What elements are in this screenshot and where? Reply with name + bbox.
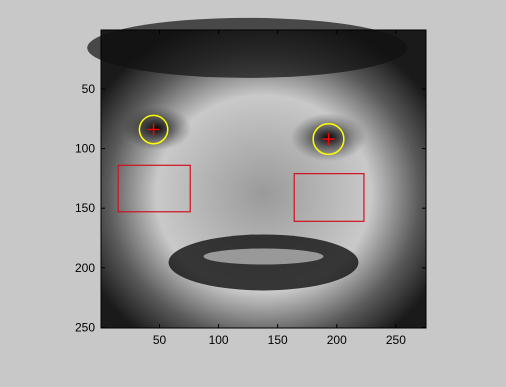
x-tick-label: 50 <box>153 333 167 347</box>
x-tick-label: 100 <box>209 333 229 347</box>
y-tick-label: 50 <box>82 82 96 96</box>
y-tick-label: 150 <box>75 201 95 215</box>
page: 5010015020025050100150200250 (() => { co… <box>0 0 506 387</box>
y-tick-label: 200 <box>75 261 95 275</box>
image-shade <box>204 248 324 264</box>
y-tick-label: 250 <box>75 320 95 334</box>
x-tick-label: 150 <box>268 333 288 347</box>
y-tick-label: 100 <box>75 142 95 156</box>
figure: 50 100 150 200 250 50 100 150 200 250 <box>0 0 506 387</box>
x-tick-label: 200 <box>327 333 347 347</box>
x-tick-label: 250 <box>386 333 406 347</box>
image-shade <box>87 18 407 78</box>
axes: 50 100 150 200 250 50 100 150 200 250 <box>75 18 426 347</box>
